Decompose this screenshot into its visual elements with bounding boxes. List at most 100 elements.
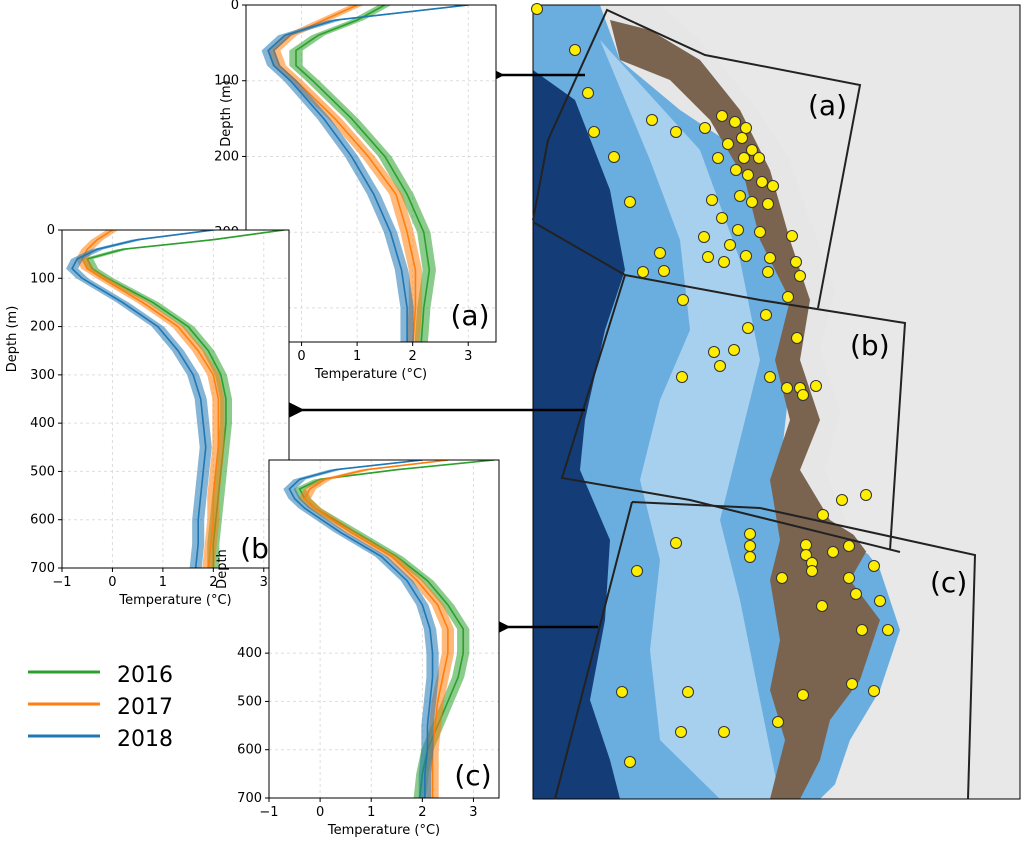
x-tick-label: 2 [409, 349, 417, 364]
plot-frame [61, 229, 290, 569]
station-marker [882, 624, 894, 636]
legend-label-2017: 2017 [117, 695, 173, 720]
station-marker [744, 551, 756, 563]
station-marker [816, 600, 828, 612]
y-tick-label: 600 [237, 743, 262, 758]
station-marker [753, 152, 765, 164]
station-marker [736, 132, 748, 144]
station-marker [762, 198, 774, 210]
station-marker [786, 230, 798, 242]
x-tick-label: 3 [469, 805, 477, 820]
profile-chart-b: −1 0 1 2 3 0 100 200 300 400 500 600 700 Temperature … [5, 223, 290, 608]
station-marker [744, 540, 756, 552]
legend: 2016 2017 2018 [28, 663, 173, 752]
series-band-2018 [261, 5, 475, 342]
station-marker [817, 509, 829, 521]
plot-frame [268, 459, 500, 799]
panel-label: (c) [454, 759, 491, 792]
station-marker [714, 360, 726, 372]
y-tick-label: 700 [237, 791, 262, 806]
station-marker [531, 3, 543, 15]
y-tick-label: 0 [47, 223, 55, 238]
series-band-2018 [283, 460, 439, 798]
station-marker [746, 144, 758, 156]
station-marker [729, 116, 741, 128]
station-marker [740, 122, 752, 134]
series-line-2018 [288, 460, 434, 798]
y-tick-label: 300 [30, 368, 55, 383]
y-tick-label: 100 [214, 74, 239, 89]
station-marker [728, 344, 740, 356]
station-marker [616, 686, 628, 698]
station-marker [856, 624, 868, 636]
station-marker [708, 346, 720, 358]
x-tick-label: 1 [159, 575, 167, 590]
x-axis-label: Temperature (°C) [314, 367, 427, 382]
map-region-label-a: (a) [808, 89, 847, 122]
station-marker [588, 126, 600, 138]
station-marker [843, 572, 855, 584]
station-marker [794, 270, 806, 282]
station-marker [790, 256, 802, 268]
x-axis-label: Temperature (°C) [118, 593, 231, 608]
legend-label-2016: 2016 [117, 663, 173, 688]
station-marker [846, 678, 858, 690]
station-marker [776, 572, 788, 584]
station-marker [850, 588, 862, 600]
station-marker [682, 686, 694, 698]
ice-sheet [660, 5, 1020, 799]
station-marker [836, 494, 848, 506]
station-marker [654, 247, 666, 259]
station-marker [724, 239, 736, 251]
region-b-outline [532, 221, 907, 553]
profile-chart-a: 01230100200300400Temperature (°C)Depth (… [214, 0, 497, 382]
station-marker [764, 371, 776, 383]
station-marker [742, 322, 754, 334]
station-marker [677, 294, 689, 306]
station-marker [608, 151, 620, 163]
y-tick-label: 500 [30, 464, 55, 479]
station-marker [764, 252, 776, 264]
station-marker [827, 546, 839, 558]
shelf-light [600, 40, 780, 799]
x-tick-label: 3 [464, 349, 472, 364]
series-band-2017 [76, 230, 225, 568]
station-marker [699, 122, 711, 134]
x-tick-label: 0 [108, 575, 116, 590]
station-marker [670, 537, 682, 549]
y-axis-label: Depth (m) [5, 306, 20, 373]
panel-label: (a) [450, 299, 489, 332]
y-axis-label: Depth [215, 549, 230, 589]
station-marker [754, 226, 766, 238]
station-marker [744, 528, 756, 540]
series-band-2018 [66, 230, 220, 568]
station-marker [797, 689, 809, 701]
y-tick-label: 400 [237, 646, 262, 661]
station-marker [781, 382, 793, 394]
station-marker [569, 44, 581, 56]
y-tick-label: 0 [231, 0, 239, 13]
x-tick-label: 3 [260, 575, 268, 590]
series-line-2016 [295, 5, 431, 342]
y-tick-label: 600 [30, 513, 55, 528]
station-marker [732, 224, 744, 236]
station-marker [800, 539, 812, 551]
x-tick-label: 0 [297, 349, 305, 364]
y-tick-label: 400 [30, 416, 55, 431]
map-region-label-c: (c) [930, 566, 967, 599]
station-marker [670, 126, 682, 138]
x-tick-label: 2 [418, 805, 426, 820]
x-axis-label: Temperature (°C) [327, 823, 440, 838]
station-marker [874, 595, 886, 607]
station-marker [762, 266, 774, 278]
series-line-2018 [71, 230, 214, 568]
station-marker [791, 332, 803, 344]
station-marker [868, 685, 880, 697]
station-marker [800, 549, 812, 561]
y-tick-label: 200 [214, 149, 239, 164]
station-marker [772, 716, 784, 728]
station-marker [706, 194, 718, 206]
station-marker [843, 540, 855, 552]
station-marker [637, 266, 649, 278]
